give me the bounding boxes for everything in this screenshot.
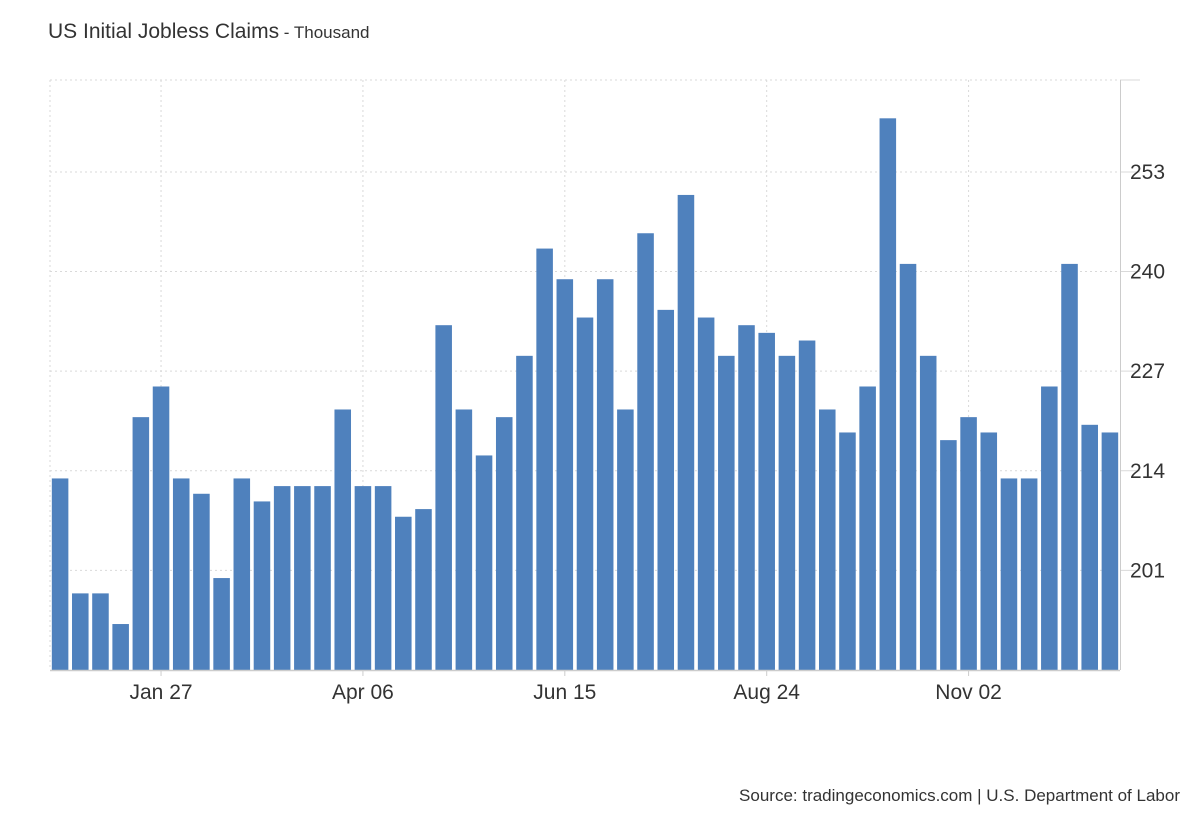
bar [132,417,150,670]
bar [395,516,412,670]
bar [718,355,735,670]
bar [839,432,856,670]
x-tick-label: Apr 06 [332,681,394,704]
x-tick-label: Nov 02 [935,681,1002,704]
y-tick-label: 201 [1130,559,1165,582]
bar [253,501,271,670]
bar [273,486,291,670]
bar [334,409,352,670]
bar [980,432,998,670]
bar [294,486,311,670]
y-tick-label: 227 [1130,360,1165,383]
x-tick-label: Aug 24 [733,681,800,704]
bar [818,409,836,670]
bar [516,355,533,670]
chart-title: US Initial Jobless Claims - Thousand [48,20,370,44]
bar [213,578,230,670]
bar [677,194,695,670]
y-tick-label: 240 [1130,261,1165,284]
bar-chart: 201 214 227 240 253 Jan 27 Apr 06 Jun 15 Aug 24… [49,79,1165,704]
bar [1061,263,1078,670]
source-attribution: Source: tradingeconomics.com | U.S. Depa… [739,786,1180,805]
bar [314,486,331,670]
bar [172,478,190,670]
bar [879,118,897,670]
bar [859,386,876,670]
bar [1041,386,1058,670]
y-tick-label: 214 [1130,460,1165,483]
bar [536,248,553,670]
bar [152,386,170,670]
bar [112,624,129,670]
bar [374,486,392,670]
chart-title-main: US Initial Jobless Claims [48,20,280,43]
bar-series [51,118,1119,670]
bar [617,409,634,670]
bar [455,409,473,670]
axes [50,80,1121,676]
x-tick-label: Jun 15 [533,681,596,704]
bar [798,340,816,670]
bar [193,493,210,670]
bar [940,440,957,670]
bar [435,325,452,670]
bar [475,455,493,670]
chart-title-separator: - [279,23,294,42]
bar [1101,432,1119,670]
x-axis-tick-labels: Jan 27 Apr 06 Jun 15 Aug 24 Nov 02 [130,681,1002,704]
bar [495,417,513,670]
bar [637,233,654,670]
bar [51,478,69,670]
bar [92,593,109,670]
y-axis-tick-labels: 201 214 227 240 253 [1130,161,1165,582]
bar [1081,424,1098,670]
bar [354,486,372,670]
bar [576,317,594,670]
bar [657,309,675,670]
bar [1000,478,1018,670]
bar [758,332,775,670]
bar [415,509,432,670]
bar [72,593,89,670]
bar [697,317,715,670]
bar [960,417,977,670]
y-tick-label: 253 [1130,161,1165,184]
bar [919,355,937,670]
bar [738,325,755,670]
bar [596,279,614,670]
bar [1020,478,1038,670]
x-tick-label: Jan 27 [130,681,193,704]
bar [233,478,251,670]
bar [899,263,917,670]
chart-title-unit: Thousand [293,23,370,42]
bar [778,355,796,670]
bar [556,279,574,670]
